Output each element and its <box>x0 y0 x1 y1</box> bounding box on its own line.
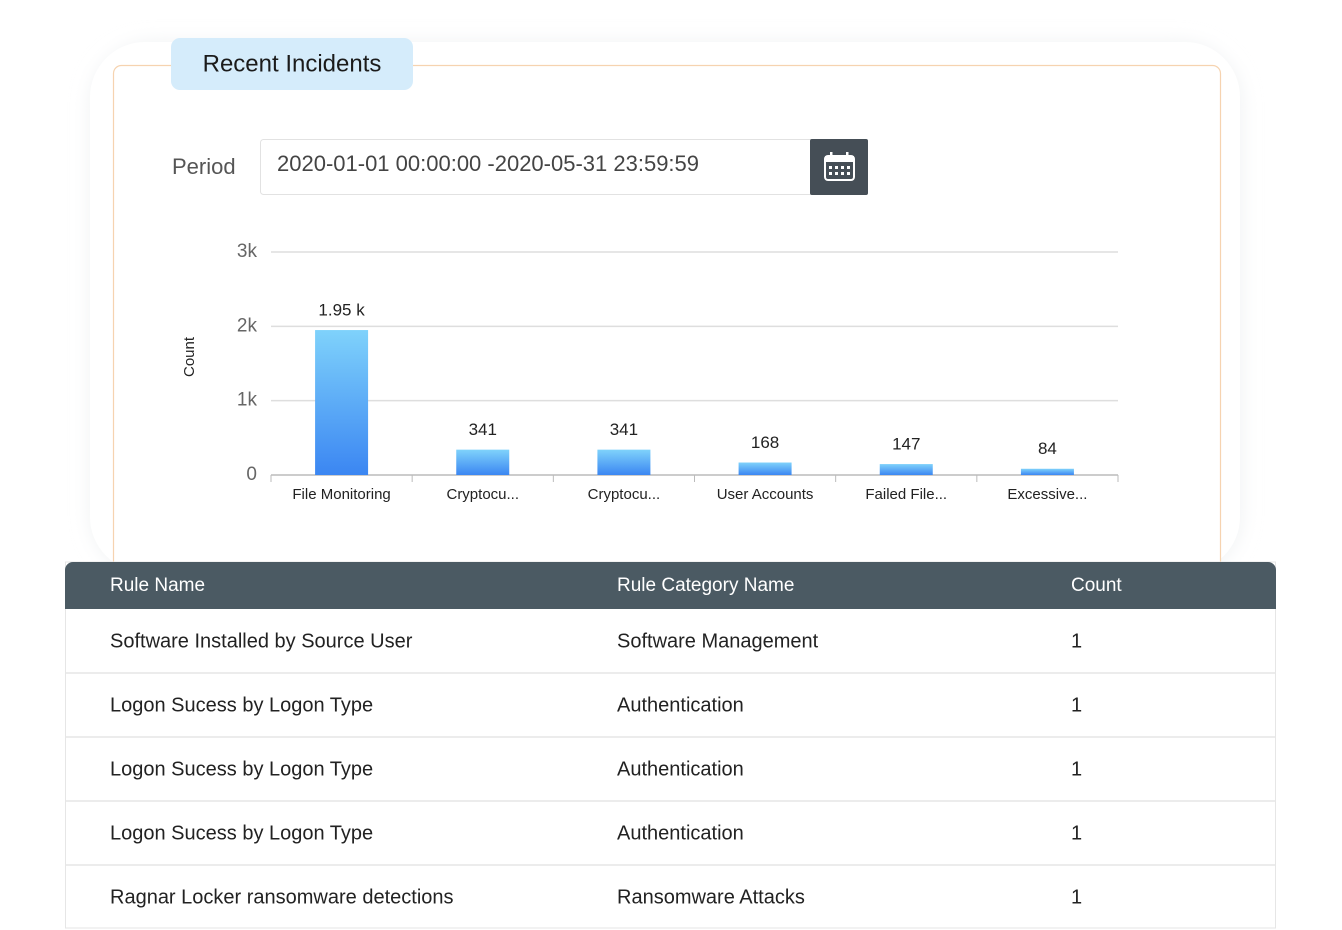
bar <box>597 449 651 475</box>
x-tick-label: File Monitoring <box>292 486 390 503</box>
bar <box>879 464 933 475</box>
table-cell: 1 <box>1071 694 1082 716</box>
table <box>65 561 1276 929</box>
x-tick-label: Failed File... <box>865 486 947 503</box>
value-label: 147 <box>892 435 920 454</box>
bar <box>1020 468 1074 475</box>
bar <box>738 462 792 475</box>
bar <box>315 330 369 475</box>
period-label: Period <box>172 154 236 179</box>
table-cell: 1 <box>1071 758 1082 780</box>
x-tick-label: Cryptocu... <box>588 486 661 503</box>
title-pill <box>171 38 413 90</box>
value-label: 341 <box>469 420 497 439</box>
table-cell: Logon Sucess by Logon Type <box>110 694 373 716</box>
chart: Count 0 1k 2k 3k File Monitoring 1.95 k Crypto… <box>181 241 1119 503</box>
column-header: Count <box>1071 575 1122 596</box>
table-cell: Authentication <box>617 694 744 716</box>
calendar-button[interactable] <box>810 139 868 195</box>
table-cell: Ransomware Attacks <box>617 886 805 908</box>
y-tick-label: 1k <box>237 390 258 411</box>
x-tick-label: Excessive... <box>1007 486 1087 503</box>
x-tick-label: Cryptocu... <box>446 486 519 503</box>
y-tick-label: 0 <box>246 464 257 485</box>
table-cell: Logon Sucess by Logon Type <box>110 758 373 780</box>
table-cell: Logon Sucess by Logon Type <box>110 822 373 844</box>
bar <box>456 449 510 475</box>
y-tick-label: 2k <box>237 315 258 336</box>
y-axis-label: Count <box>181 336 198 377</box>
column-header: Rule Category Name <box>617 575 794 596</box>
value-label: 1.95 k <box>318 301 365 320</box>
panel-title: Recent Incidents <box>203 50 382 77</box>
table-cell: 1 <box>1071 886 1082 908</box>
x-tick-label: User Accounts <box>717 486 814 503</box>
table-cell: 1 <box>1071 822 1082 844</box>
column-header: Rule Name <box>110 575 205 596</box>
table-header <box>65 562 1276 609</box>
period-value: 2020-01-01 00:00:00 -2020-05-31 23:59:59 <box>277 151 699 176</box>
table-cell: Authentication <box>617 758 744 780</box>
table-cell: 1 <box>1071 630 1082 652</box>
value-label: 84 <box>1038 439 1057 458</box>
table-cell: Software Installed by Source User <box>110 630 413 652</box>
table-cell: Authentication <box>617 822 744 844</box>
value-label: 168 <box>751 433 779 452</box>
y-tick-label: 3k <box>237 241 258 262</box>
table-cell: Ragnar Locker ransomware detections <box>110 886 454 908</box>
table-cell: Software Management <box>617 630 819 652</box>
value-label: 341 <box>610 420 638 439</box>
